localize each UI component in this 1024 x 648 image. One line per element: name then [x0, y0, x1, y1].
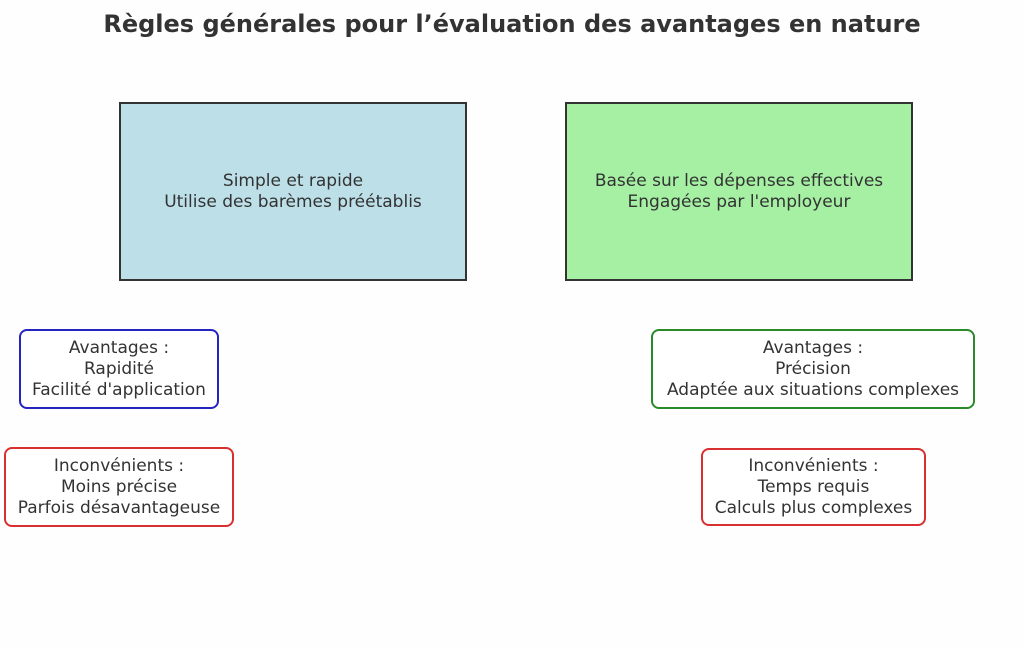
- box-line: Précision: [775, 358, 851, 379]
- box-line: Adaptée aux situations complexes: [666, 379, 960, 400]
- box-line: Parfois désavantageuse: [17, 497, 221, 518]
- right-advantages-box: Avantages : Précision Adaptée aux situat…: [651, 329, 975, 409]
- box-line: Facilité d'application: [32, 379, 206, 400]
- diagram-title: Règles générales pour l’évaluation des a…: [103, 10, 921, 38]
- box-line: Inconvénients :: [53, 455, 185, 476]
- right-method-box: Basée sur les dépenses effectives Engagé…: [565, 102, 913, 281]
- box-line: Inconvénients :: [748, 455, 879, 476]
- box-line: Calculs plus complexes: [714, 497, 913, 518]
- box-line: Engagées par l'employeur: [627, 191, 851, 212]
- box-line: Temps requis: [757, 476, 870, 497]
- right-disadvantages-box: Inconvénients : Temps requis Calculs plu…: [701, 448, 926, 526]
- box-line: Moins précise: [60, 476, 178, 497]
- box-line: Rapidité: [83, 358, 154, 379]
- left-advantages-box: Avantages : Rapidité Facilité d'applicat…: [19, 329, 219, 409]
- left-disadvantages-box: Inconvénients : Moins précise Parfois dé…: [4, 447, 234, 527]
- box-line: Avantages :: [762, 337, 864, 358]
- box-line: Simple et rapide: [222, 170, 364, 191]
- box-line: Avantages :: [68, 337, 170, 358]
- left-method-box: Simple et rapide Utilise des barèmes pré…: [119, 102, 467, 281]
- box-line: Basée sur les dépenses effectives: [594, 170, 884, 191]
- box-line: Utilise des barèmes préétablis: [164, 191, 422, 212]
